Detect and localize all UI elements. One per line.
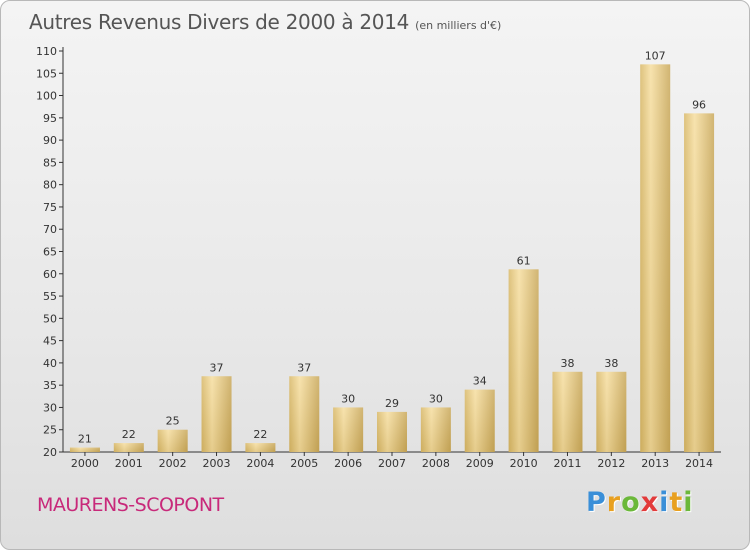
y-tick-label: 55 (43, 290, 57, 303)
bar-shade (377, 411, 407, 452)
x-tick-label: 2004 (246, 457, 274, 470)
y-tick-label: 35 (43, 379, 57, 392)
x-tick-label: 2005 (290, 457, 318, 470)
data-label: 29 (385, 397, 399, 410)
chart-axes: 20 25 30 35 40 45 50 55 60 65 70 75 80 85 90 95 100 105 11… (36, 45, 721, 459)
y-tick-label: 105 (36, 67, 57, 80)
y-tick-label: 40 (43, 357, 57, 370)
bar-shade (69, 447, 100, 452)
chart-title: Autres Revenus Divers de 2000 à 2014 (en … (29, 10, 501, 34)
y-tick-label: 70 (43, 223, 57, 236)
bar-shade (157, 429, 188, 452)
logo-letter: r (606, 487, 622, 518)
x-tick-label: 2003 (203, 457, 231, 470)
data-label: 38 (560, 357, 574, 370)
bar-shade (289, 376, 320, 452)
y-tick-label: 75 (43, 201, 57, 214)
bar-shade (508, 269, 539, 452)
data-label: 30 (341, 392, 355, 405)
x-tick-label: 2014 (685, 457, 713, 470)
y-tick-label: 90 (43, 134, 57, 147)
y-tick-label: 60 (43, 268, 57, 281)
x-tick-label: 2000 (71, 457, 99, 470)
x-tick-label: 2001 (115, 457, 143, 470)
data-label: 30 (429, 392, 443, 405)
data-label: 21 (78, 433, 92, 446)
data-label: 37 (297, 361, 311, 374)
x-tick-label: 2006 (334, 457, 362, 470)
bar-shade (333, 407, 364, 452)
y-tick-label: 110 (36, 45, 57, 58)
x-tick-label: 2007 (378, 457, 406, 470)
logo-letter: i (683, 487, 694, 518)
chart-title-text: Autres Revenus Divers de 2000 à 2014 (29, 10, 410, 34)
data-label: 38 (604, 357, 618, 370)
data-label: 96 (692, 98, 706, 111)
logo-letter: x (640, 487, 660, 518)
bar-shade (464, 389, 495, 452)
town-name: MAURENS-SCOPONT (37, 494, 224, 516)
bar-shade (552, 371, 583, 452)
data-label: 107 (645, 49, 666, 62)
y-tick-label: 95 (43, 112, 57, 125)
logo-letter: i (659, 487, 670, 518)
x-tick-label: 2010 (510, 457, 538, 470)
x-tick-label: 2009 (466, 457, 494, 470)
x-tick-label: 2008 (422, 457, 450, 470)
bar-shade (245, 443, 276, 452)
data-label: 22 (253, 428, 267, 441)
y-tick-label: 30 (43, 401, 57, 414)
y-tick-label: 65 (43, 246, 57, 259)
bar-shade (113, 443, 144, 452)
y-tick-label: 20 (43, 446, 57, 459)
logo-letter: P (586, 487, 607, 518)
logo-letter: t (669, 487, 684, 518)
y-tick-label: 80 (43, 179, 57, 192)
proxiti-logo[interactable]: Proxiti (586, 487, 694, 518)
y-tick-label: 100 (36, 90, 57, 103)
x-tick-label: 2012 (597, 457, 625, 470)
chart-unit-text: (en milliers d'€) (415, 19, 502, 32)
y-tick-label: 85 (43, 156, 57, 169)
data-label: 34 (473, 375, 487, 388)
bar-shade (201, 376, 232, 452)
y-tick-label: 50 (43, 312, 57, 325)
bar-shade (684, 113, 715, 452)
chart-bars (69, 64, 715, 452)
logo-letter: o (621, 487, 641, 518)
x-tick-label: 2013 (641, 457, 669, 470)
bar-shade (420, 407, 451, 452)
x-tick-label: 2002 (159, 457, 187, 470)
data-label: 61 (517, 254, 531, 267)
data-label: 22 (122, 428, 136, 441)
data-label: 25 (166, 415, 180, 428)
bar-shade (596, 371, 627, 452)
y-tick-label: 25 (43, 424, 57, 437)
data-label: 37 (210, 361, 224, 374)
chart-labels: 2000 21 2001 22 2002 25 2003 37 2004 22 2005 37 2006… (71, 49, 713, 470)
x-tick-label: 2011 (553, 457, 581, 470)
bar-shade (640, 64, 671, 452)
y-tick-label: 45 (43, 335, 57, 348)
